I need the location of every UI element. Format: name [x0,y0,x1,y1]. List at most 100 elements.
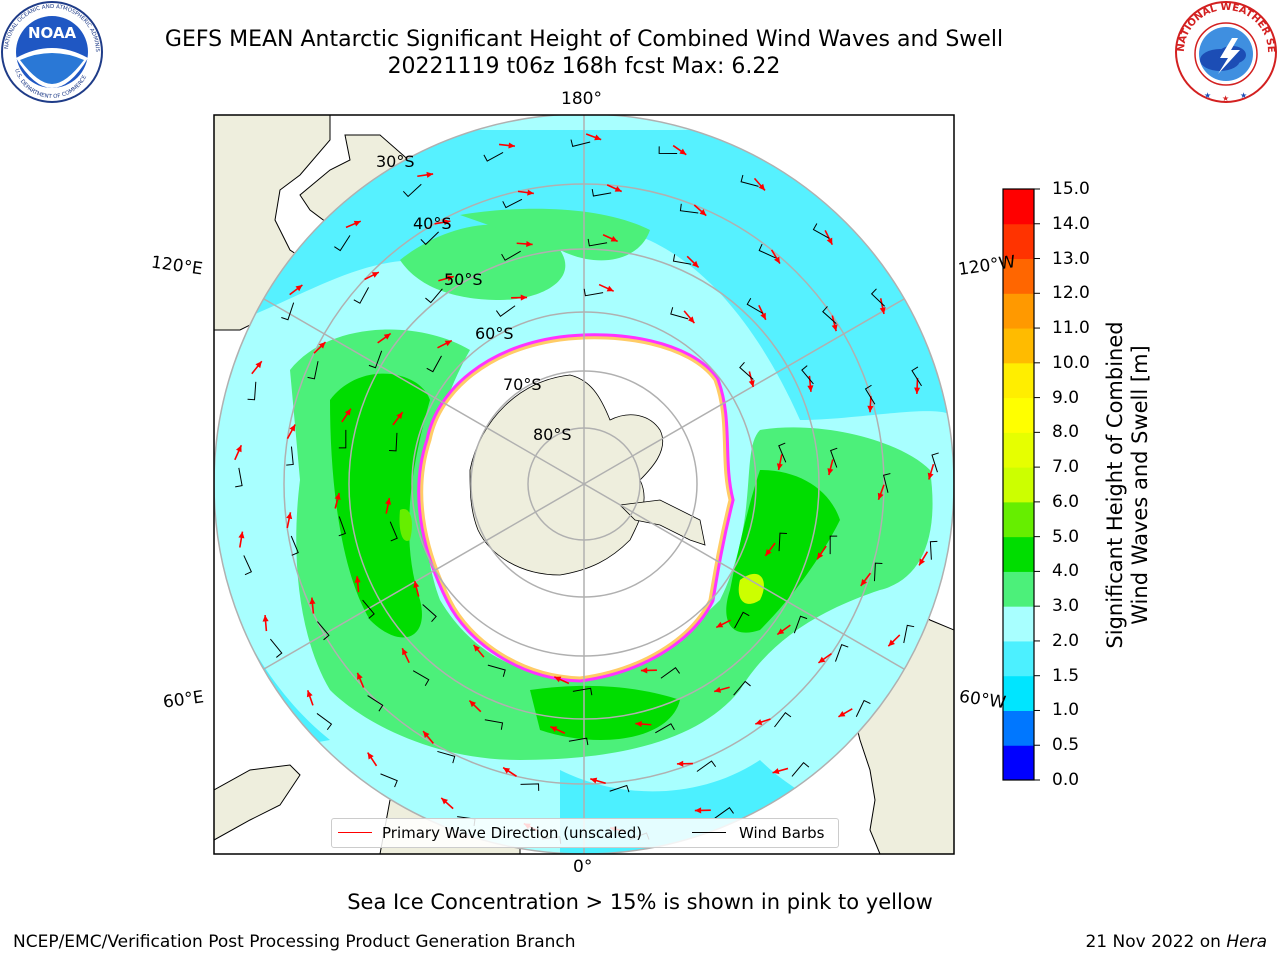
wave-arrow-head [354,576,361,583]
wind-barb [609,784,630,793]
wave-height-field [214,115,954,854]
noaa-logo: NOAA NATIONAL OCEANIC AND ATMOSPHERIC AD… [0,0,103,103]
wind-barb [317,621,330,641]
wind-barb [801,365,814,385]
wave-arrow-head [262,615,269,622]
colorbar-bin [1003,467,1034,503]
wind-barb [864,384,876,405]
colorbar-tick-label: 8.0 [1052,422,1080,443]
wave-arrow-head [383,333,391,340]
colorbar-bin [1003,189,1034,225]
wind-barb [307,361,319,380]
colorbar-tick-label: 5.0 [1052,526,1080,547]
colorbar-tick-label: 12.0 [1052,283,1090,304]
graticule [214,115,954,854]
wave-arrow-head [691,260,699,268]
wave-arrow-head [714,686,722,693]
lat-label-50s: 50°S [444,270,483,289]
colorbar-tick-label: 10.0 [1052,352,1090,373]
wind-barb [822,306,837,324]
wind-barb [353,287,370,304]
footer-host: Hera [1226,932,1267,952]
svg-text:★: ★ [1240,91,1247,100]
wave-arrow-head [286,512,293,520]
wave-arrow-head [289,424,296,432]
wind-barb [572,687,593,696]
wind-barb [338,429,347,449]
wave-arrow-head [443,219,451,226]
wind-barb [696,760,717,772]
colorbar-tick-label: 0.5 [1052,735,1080,756]
colorbar-bin [1003,397,1034,433]
wind-barbs-swatch [692,832,726,833]
colorbar-label-line1: Significant Height of Combined [1103,321,1127,649]
colorbar-bin [1003,571,1034,607]
colorbar-bin [1003,328,1034,364]
wind-barb [520,783,540,791]
wind-barb [746,297,764,314]
wave-arrow-head [590,777,598,784]
colorbar-tick-label: 2.0 [1052,630,1080,651]
wind-barb [389,521,398,542]
wave-arrow-head [235,445,242,453]
map-frame [213,114,955,855]
wave-arrow-head [774,256,780,264]
wave-arrow-head [469,700,477,708]
wave-arrow-head [760,312,766,320]
map-legend: Primary Wave Direction (unscaled) Wind B… [331,818,839,848]
wave-arrow-head [777,628,785,635]
lat-label-30s: 30°S [376,152,415,171]
wave-arrow-head [879,307,886,314]
wave-arrow-head [758,183,765,191]
wave-arrow-head [426,171,434,178]
wind-barb [420,231,439,246]
colorbar-tick-label: 11.0 [1052,318,1090,339]
colorbar-bin [1003,223,1034,260]
svg-text:★: ★ [1204,91,1211,100]
colorbar-label-line2: Wind Waves and Swell [m] [1128,345,1152,625]
wave-arrow-head [610,235,618,242]
colorbar-tick-label: 3.0 [1052,596,1080,617]
wave-arrow-head [716,621,724,628]
wind-barb [734,611,750,629]
wind-barb [484,719,504,730]
wave-arrow-head [927,472,934,480]
wave-arrow-head [699,209,707,216]
wave-arrow-head [446,275,454,282]
wave-arrow-head [367,752,374,760]
wave-arrow-head [550,726,558,733]
colorbar-tick-label: 6.0 [1052,491,1080,512]
wave-arrow-head [334,492,341,500]
wave-arrow-head [309,597,316,605]
wave-arrow-head [473,644,480,652]
wave-arrow-head [402,648,408,656]
map-plot-area [214,115,954,854]
wind-barb [834,644,849,662]
wind-barb [830,447,838,468]
wind-barb [829,535,838,555]
wind-barb [733,680,751,696]
wind-barb [903,624,915,644]
wind-barb [412,670,430,687]
wind-barb [679,203,699,214]
colorbar-tick-label: 1.5 [1052,665,1080,686]
footer-date-text: 21 Nov 2022 on [1085,932,1227,952]
wind-barb [367,695,384,712]
wave-arrow-head [826,237,833,245]
wave-arrow-head [423,731,430,738]
wave-arrow-head [827,468,834,476]
noaa-wordmark: NOAA [28,24,77,42]
map-subtitle: 20221119 t06z 168h fcst Max: 6.22 [387,54,781,79]
wind-barb [570,139,591,147]
wave-arrow-head [527,189,534,196]
wave-arrow-head [357,672,363,680]
wave-arrow-head [765,548,772,556]
wave-arrow-head [831,324,838,332]
wave-arrow-head [306,690,313,698]
wind-barb [793,615,808,634]
wave-arrow-head [295,284,303,292]
colorbar-tick-label: 13.0 [1052,248,1090,269]
wave-arrow-head [635,720,642,728]
wave-arrow-head [606,285,614,292]
wave-arrow-head [396,412,403,420]
